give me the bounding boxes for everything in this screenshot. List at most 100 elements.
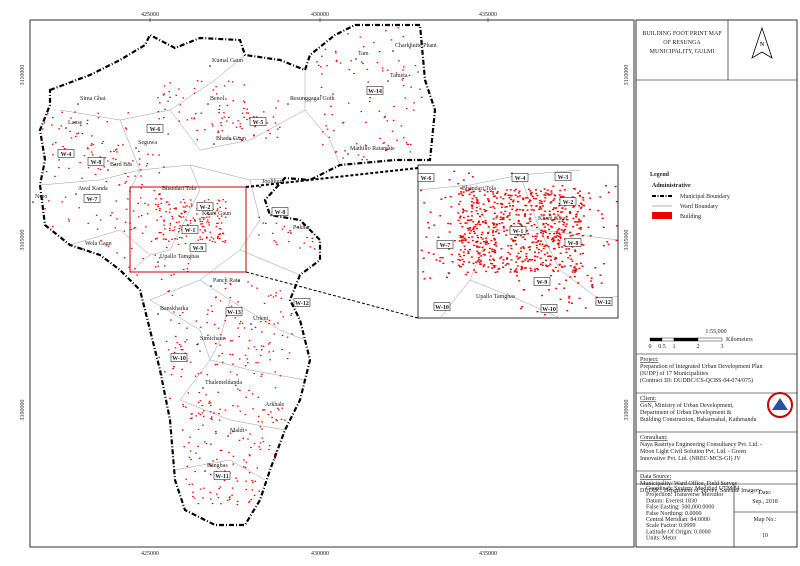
inset-building: [504, 210, 507, 213]
building: [58, 167, 60, 169]
building: [169, 229, 171, 231]
inset-building: [423, 278, 426, 280]
inset-building: [458, 240, 461, 242]
building: [224, 241, 226, 243]
building: [196, 139, 199, 141]
building: [163, 265, 166, 267]
place-label: Pokhar: [293, 225, 310, 231]
inset-building: [466, 219, 469, 221]
ward-boundary: [139, 164, 286, 181]
building: [221, 117, 223, 119]
building: [191, 483, 194, 485]
building: [163, 93, 166, 95]
inset-building: [475, 261, 477, 263]
inset-building: [437, 236, 440, 238]
inset-building: [482, 221, 484, 223]
inset-building: [559, 236, 562, 238]
building: [265, 137, 267, 139]
inset-building: [540, 200, 543, 203]
building: [213, 412, 215, 414]
inset-building: [478, 190, 481, 192]
building: [262, 345, 265, 347]
building: [275, 107, 277, 109]
inset-building: [515, 210, 518, 212]
building: [163, 85, 166, 87]
building: [269, 132, 271, 134]
building: [137, 216, 140, 218]
building: [264, 321, 267, 323]
inset-building: [530, 191, 533, 194]
ward-boundary: [169, 109, 341, 166]
inset-building: [604, 185, 607, 187]
inset-building: [548, 194, 550, 196]
building: [201, 404, 204, 407]
building: [231, 81, 234, 83]
inset-building: [491, 231, 494, 233]
building: [239, 410, 242, 412]
building: [158, 193, 160, 195]
building: [192, 217, 195, 219]
building: [209, 491, 212, 493]
building: [219, 233, 221, 235]
inset-building: [589, 197, 592, 199]
building: [69, 130, 71, 132]
building: [235, 477, 237, 479]
ward-label: W-14: [368, 89, 382, 95]
building: [256, 467, 259, 469]
legend-building: [652, 212, 672, 219]
building: [257, 415, 260, 417]
building: [216, 222, 218, 224]
building: [383, 142, 386, 144]
inset-building: [558, 203, 561, 205]
building: [385, 150, 387, 152]
building: [192, 496, 194, 498]
inset-building: [505, 258, 508, 260]
inset-building: [492, 234, 495, 237]
building: [178, 120, 180, 122]
inset-building: [495, 217, 498, 219]
building: [224, 216, 227, 218]
building: [217, 237, 219, 240]
inset-building: [543, 226, 546, 228]
inset-building: [488, 251, 491, 254]
building: [267, 413, 269, 416]
building: [211, 240, 214, 243]
inset-building: [553, 213, 556, 215]
building: [391, 130, 394, 132]
building: [99, 168, 102, 171]
inset-building: [542, 247, 545, 250]
building: [187, 392, 190, 394]
inset-building: [476, 202, 479, 204]
inset-building: [568, 231, 571, 234]
inset-building: [480, 263, 483, 265]
coord-line: False Easting: 500,000.0000: [646, 505, 714, 511]
building: [212, 89, 215, 91]
inset-building: [523, 247, 525, 249]
inset-building: [475, 241, 478, 243]
inset-building: [505, 189, 508, 191]
place-dot: [135, 147, 137, 149]
inset-building: [562, 196, 565, 198]
building: [165, 211, 168, 213]
inset-building: [510, 198, 513, 201]
building: [55, 142, 57, 144]
inset-building: [509, 189, 512, 191]
inset-building: [516, 271, 518, 273]
inset-building: [465, 190, 468, 192]
building: [130, 247, 133, 249]
ward-label: W-7: [87, 197, 98, 203]
inset-building: [519, 307, 522, 310]
info-heading: Consultant:: [640, 435, 668, 441]
inset-building: [552, 270, 555, 273]
building: [223, 116, 226, 118]
building: [219, 449, 222, 452]
inset-building: [476, 250, 479, 252]
inset-building: [558, 264, 561, 266]
inset-building: [538, 243, 541, 245]
building: [409, 47, 411, 49]
building: [223, 85, 226, 87]
scale-label: 1: [673, 344, 676, 350]
inset-building: [569, 265, 572, 267]
inset-building: [462, 209, 465, 212]
building: [209, 411, 212, 413]
